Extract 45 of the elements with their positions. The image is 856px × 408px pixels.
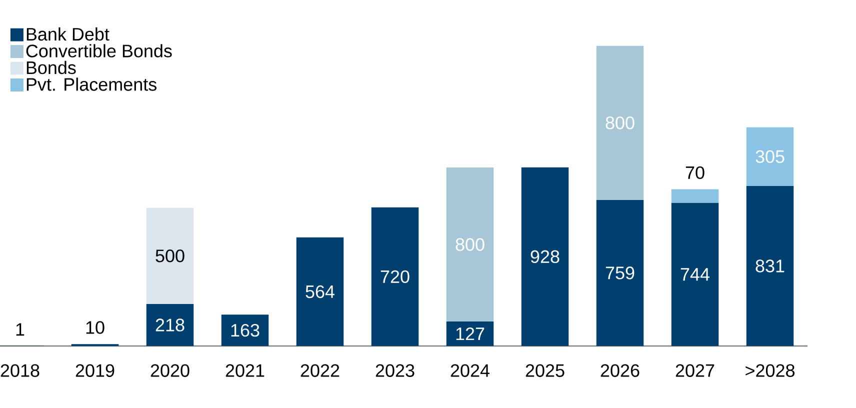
bar	[671, 202, 719, 346]
bar	[596, 200, 644, 346]
data-label: 127	[456, 327, 484, 340]
bar	[146, 304, 194, 346]
x-tick-label: 2027	[676, 364, 714, 377]
data-label: 10	[86, 321, 104, 334]
data-label: 163	[231, 324, 260, 337]
data-label: 800	[456, 238, 484, 251]
legend-label: Bank Debt	[26, 27, 110, 41]
legend-label: Pvt. Placements	[26, 78, 156, 91]
data-label: 928	[530, 250, 560, 264]
bar	[521, 167, 569, 346]
data-label: 500	[156, 250, 184, 262]
x-tick-label: 2022	[300, 364, 340, 377]
data-label: 759	[606, 266, 634, 280]
data-label: 564	[306, 285, 334, 298]
data-label: 720	[380, 270, 410, 284]
bar	[221, 314, 269, 346]
data-label: 744	[680, 268, 710, 281]
x-tick-label: 2019	[76, 364, 114, 377]
data-label: 800	[606, 116, 634, 130]
x-tick-label: 2021	[226, 364, 264, 377]
x-tick-label: 2025	[526, 364, 564, 377]
data-label: 305	[756, 150, 784, 163]
data-label: 70	[686, 166, 704, 180]
data-label: 1	[16, 323, 24, 336]
x-tick-label: 2023	[376, 364, 414, 377]
bar	[746, 127, 794, 186]
bar	[671, 189, 719, 203]
x-tick-label: 2024	[450, 364, 490, 377]
bar	[746, 186, 794, 346]
legend-label: Convertible Bonds	[26, 44, 172, 58]
x-tick-label: 2018	[0, 364, 40, 377]
legend-label: Bonds	[26, 60, 76, 74]
bar	[146, 208, 194, 304]
data-label: 218	[156, 318, 184, 332]
x-tick-label: 2026	[600, 364, 640, 377]
bar	[596, 46, 644, 200]
x-tick-label: >2028	[746, 364, 794, 377]
bar	[446, 322, 494, 346]
data-label: 831	[756, 260, 784, 272]
x-tick-label: 2020	[150, 364, 190, 377]
bar	[296, 237, 344, 346]
bar	[371, 207, 419, 346]
bar	[446, 168, 494, 322]
